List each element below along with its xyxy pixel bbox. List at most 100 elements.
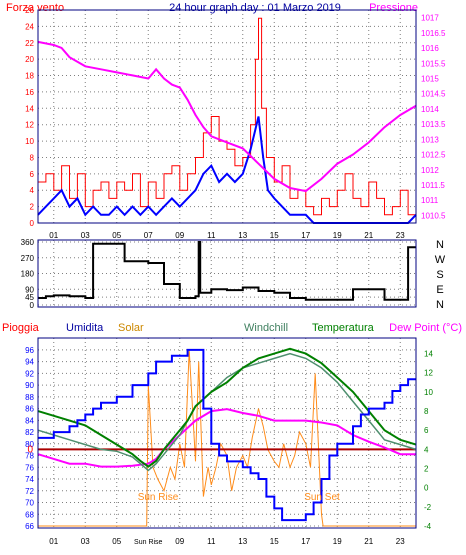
wind-tick-label: 0 [30, 219, 35, 228]
x-tick-label: 11 [207, 231, 216, 240]
x-tick-label: 07 [144, 231, 153, 240]
legend-solar: Solar [118, 322, 144, 334]
temperature-tick-label: 10 [424, 388, 433, 397]
humidity-tick-label: 96 [25, 346, 34, 355]
temperature-line [37, 347, 417, 468]
x-tick-label: 03 [81, 537, 90, 546]
pressure-tick-label: 1013 [421, 135, 439, 144]
wind-plot-frame [37, 9, 417, 224]
pressure-tick-label: 1012.5 [421, 151, 446, 160]
pressure-tick-label: 1013.5 [421, 120, 446, 129]
wind-tick-label: 12 [25, 121, 34, 130]
legend-rain: Pioggia [2, 322, 40, 334]
temperature-x-tick-labels: 01 03 05 Sun Rise 09 11 13 15 17 19 21 23 [49, 537, 405, 546]
humidity-tick-label: 76 [25, 463, 34, 472]
wind-tick-label: 6 [30, 170, 35, 179]
wind-tick-label: 10 [25, 137, 34, 146]
wind-tick-label: 16 [25, 88, 34, 97]
humidity-tick-label: 70 [25, 499, 34, 508]
x-tick-label: 17 [301, 231, 310, 240]
humidity-line [38, 348, 416, 522]
direction-tick-label: 45 [25, 293, 34, 302]
pressure-line [37, 40, 417, 193]
humidity-tick-label: 84 [25, 416, 34, 425]
pressure-tick-label: 1015.5 [421, 59, 446, 68]
direction-plot-frame [37, 239, 417, 308]
humidity-tick-label: 92 [25, 369, 34, 378]
temperature-tick-label: 4 [424, 445, 429, 454]
pressure-tick-label: 1010.5 [421, 211, 446, 220]
humidity-tick-label: 88 [25, 393, 34, 402]
pressure-axis-label: Pressione [369, 2, 418, 14]
compass-label: W [435, 254, 446, 266]
wind-pressure-panel: Forza vento 24 hour graph day : 01 Marzo… [6, 2, 446, 240]
x-tick-label: 15 [270, 537, 279, 546]
pressure-tick-labels: 1010.5 1011 1011.5 1012 1012.5 1013 1013.5 1014… [421, 14, 446, 221]
temperature-panel: Pioggia Umidita Solar Windchill Temperat… [2, 322, 462, 546]
sunset-annotation: Sun Set [304, 492, 340, 503]
x-tick-label: 13 [238, 231, 247, 240]
wind-tick-label: 18 [25, 72, 34, 81]
temperature-tick-label: 0 [424, 484, 429, 493]
x-tick-label: 01 [49, 231, 58, 240]
compass-label: S [436, 269, 443, 281]
legend-windchill: Windchill [244, 322, 288, 334]
pressure-tick-label: 1011.5 [421, 181, 445, 190]
wind-tick-label: 4 [30, 186, 35, 195]
humidity-tick-label: 90 [25, 381, 34, 390]
temperature-tick-labels: -4 -2 0 2 4 6 8 10 12 14 [424, 350, 433, 531]
pressure-tick-label: 1017 [421, 14, 439, 23]
humidity-tick-label: 74 [25, 475, 34, 484]
humidity-tick-label: 78 [25, 452, 34, 461]
compass-label: E [436, 284, 443, 296]
x-tick-label: 01 [49, 537, 58, 546]
x-tick-label: 21 [364, 231, 373, 240]
rain-value-label: 0 [27, 444, 33, 455]
wind-tick-label: 26 [25, 6, 34, 15]
humidity-tick-label: 66 [25, 522, 34, 531]
direction-tick-label: 270 [21, 254, 35, 263]
wind-tick-label: 14 [25, 104, 34, 113]
solar-line [38, 349, 416, 527]
legend-humidity: Umidita [66, 322, 104, 334]
legend-temperature: Temperatura [312, 322, 375, 334]
pressure-tick-label: 1012 [421, 166, 439, 175]
x-tick-label: 21 [364, 537, 373, 546]
chart-title: 24 hour graph day : 01 Marzo 2019 [169, 2, 341, 14]
pressure-tick-label: 1011 [421, 196, 439, 205]
x-tick-label: 09 [175, 231, 184, 240]
direction-line [38, 241, 416, 301]
temperature-series [37, 347, 417, 527]
wind-tick-label: 20 [25, 55, 34, 64]
compass-label: N [436, 299, 444, 311]
wind-tick-label: 2 [30, 203, 35, 212]
direction-tick-label: 90 [25, 285, 34, 294]
compass-label: N [436, 239, 444, 251]
humidity-tick-label: 80 [25, 440, 34, 449]
wind-tick-label: 22 [25, 39, 34, 48]
wind-axis-label: Forza vento [6, 2, 64, 14]
humidity-tick-labels: 66 68 70 72 74 76 78 80 82 84 86 88 90 92 94 96 [25, 346, 34, 531]
humidity-tick-label: 68 [25, 510, 34, 519]
humidity-tick-label: 72 [25, 487, 34, 496]
x-tick-label: 23 [396, 537, 405, 546]
temperature-tick-label: 2 [424, 465, 429, 474]
x-tick-label: 05 [112, 537, 121, 546]
temperature-tick-label: 14 [424, 350, 433, 359]
x-tick-label: 15 [270, 231, 279, 240]
wind-tick-label: 8 [30, 153, 35, 162]
humidity-tick-label: 94 [25, 358, 34, 367]
direction-tick-label: 360 [21, 238, 35, 247]
x-tick-label: 13 [238, 537, 247, 546]
humidity-tick-label: 86 [25, 405, 34, 414]
wind-speed-line [38, 17, 417, 216]
temperature-tick-label: -4 [424, 522, 432, 531]
dewpoint-line [37, 408, 416, 468]
x-tick-label: 03 [81, 231, 90, 240]
temperature-tick-label: 8 [424, 407, 429, 416]
